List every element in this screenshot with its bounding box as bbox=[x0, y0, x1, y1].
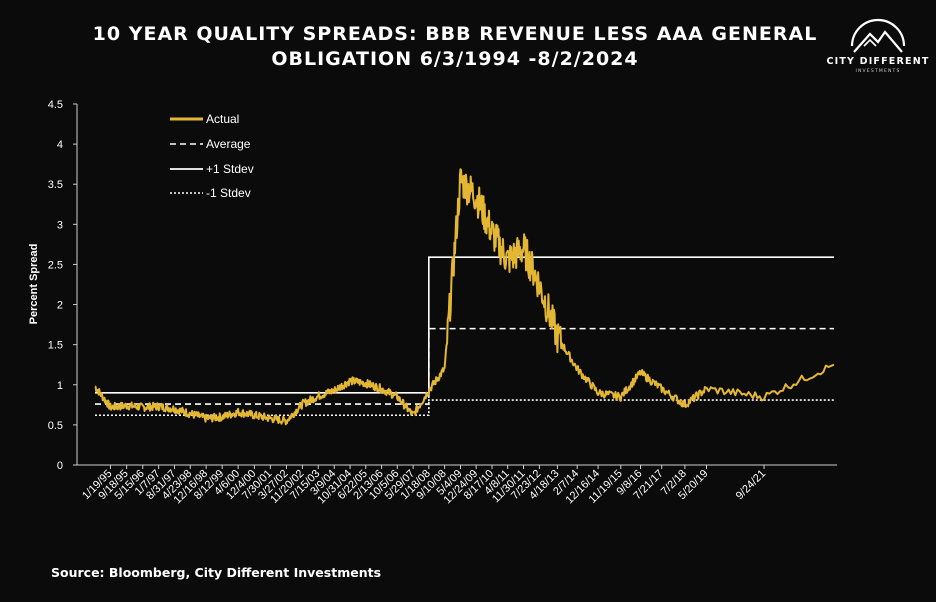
legend-label-average: Average bbox=[206, 137, 251, 151]
chart-title-line-1: 10 YEAR QUALITY SPREADS: BBB REVENUE LES… bbox=[92, 23, 818, 45]
y-tick-label: 4.5 bbox=[48, 99, 63, 111]
y-tick-label: 3.5 bbox=[48, 179, 63, 191]
y-tick-label: 2 bbox=[57, 300, 63, 312]
chart-title: 10 YEAR QUALITY SPREADS: BBB REVENUE LES… bbox=[40, 22, 870, 72]
y-tick-label: 1 bbox=[57, 380, 63, 392]
1-stdev-line bbox=[95, 256, 834, 394]
actual-series-line bbox=[94, 168, 835, 426]
y-tick-label: 2.5 bbox=[48, 259, 63, 271]
chart-title-line-2: OBLIGATION 6/3/1994 -8/2/2024 bbox=[271, 48, 639, 70]
mountain-circle-icon bbox=[850, 18, 906, 53]
1-stdev-line bbox=[95, 399, 834, 417]
chart-legend: Actual Average +1 Stdev -1 Stdev bbox=[170, 112, 254, 200]
logo-name: CITY DIFFERENT bbox=[826, 56, 930, 67]
reference-lines bbox=[95, 256, 834, 417]
y-tick-label: 0.5 bbox=[48, 420, 63, 432]
legend-label-actual: Actual bbox=[206, 112, 239, 126]
y-tick-label: 4 bbox=[57, 139, 63, 151]
legend-label-1-stdev: -1 Stdev bbox=[206, 186, 251, 200]
y-tick-label: 3 bbox=[57, 219, 63, 231]
x-tick-label: 9/24/21 bbox=[734, 468, 768, 502]
y-tick-label: 1.5 bbox=[48, 340, 63, 352]
y-tick-label: 0 bbox=[57, 460, 63, 472]
y-axis-label: Percent Spread bbox=[28, 244, 40, 325]
legend-label-1-stdev: +1 Stdev bbox=[206, 162, 254, 176]
source-note: Source: Bloomberg, City Different Invest… bbox=[51, 565, 382, 580]
chart-axes: 00.511.522.533.544.51/19/959/18/955/15/9… bbox=[48, 99, 837, 506]
actual-series bbox=[94, 168, 835, 426]
logo-subtitle: INVESTMENTS bbox=[855, 69, 901, 74]
